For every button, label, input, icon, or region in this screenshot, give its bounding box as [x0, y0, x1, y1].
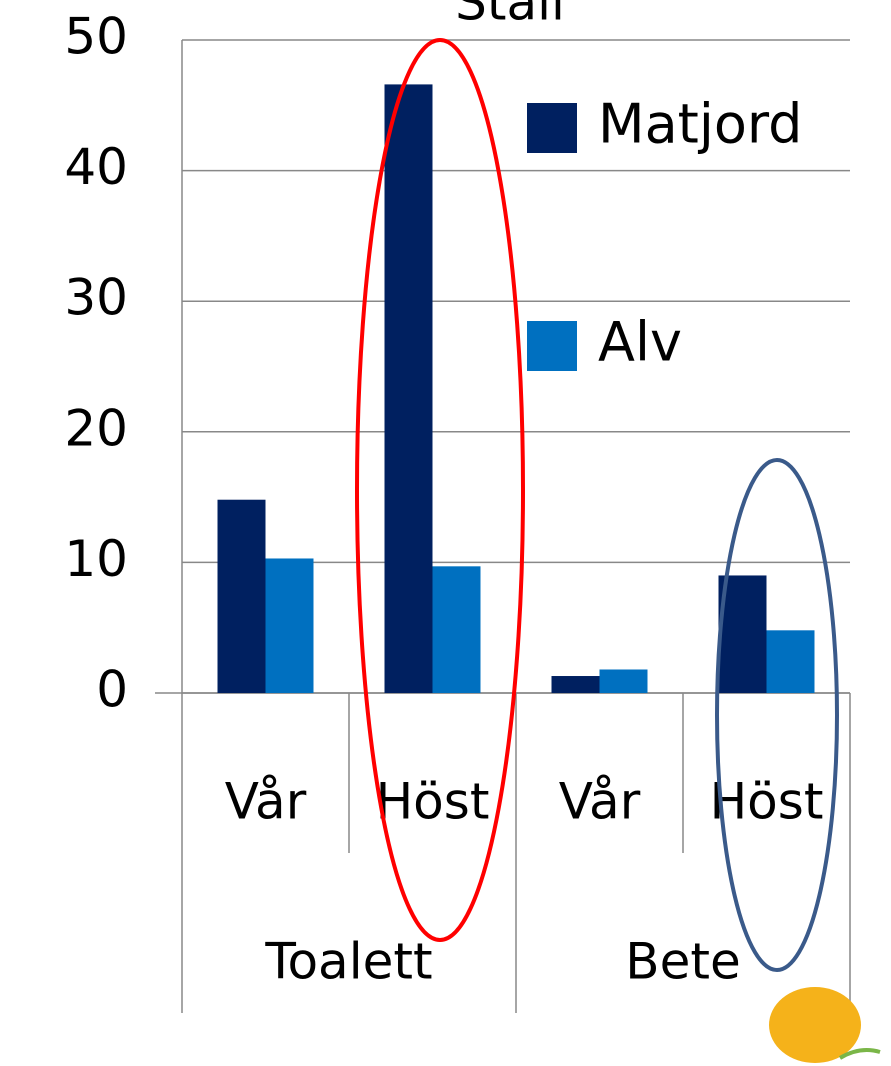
group-label: Bete: [625, 933, 740, 991]
y-tick-label: 30: [64, 269, 128, 327]
x-tick-label: Vår: [559, 773, 641, 831]
legend-swatch: [527, 321, 577, 371]
legend-label: Matjord: [598, 93, 802, 156]
bar: [551, 676, 600, 693]
bar: [217, 499, 266, 693]
bar: [432, 566, 481, 693]
logo-leaf: [838, 1048, 881, 1060]
x-tick-label: Höst: [710, 773, 824, 831]
bar: [599, 669, 648, 693]
y-tick-label: 50: [64, 8, 128, 66]
bar: [384, 84, 433, 694]
x-tick-label: Höst: [376, 773, 490, 831]
y-tick-label: 20: [64, 399, 128, 457]
bar: [766, 630, 815, 693]
annotation-ellipse: [715, 458, 839, 972]
logo: [769, 987, 861, 1063]
group-label: Toalett: [264, 933, 432, 991]
y-tick-label: 10: [64, 530, 128, 588]
legend-label: Alv: [598, 311, 682, 374]
legend-swatch: [527, 103, 577, 153]
y-tick-label: 40: [64, 138, 128, 196]
annotation-ellipse: [355, 38, 525, 942]
x-tick-label: Vår: [225, 773, 307, 831]
chart-title: Stall: [455, 0, 565, 32]
bar: [265, 558, 314, 693]
bar: [718, 575, 767, 693]
y-tick-label: 0: [96, 661, 128, 719]
